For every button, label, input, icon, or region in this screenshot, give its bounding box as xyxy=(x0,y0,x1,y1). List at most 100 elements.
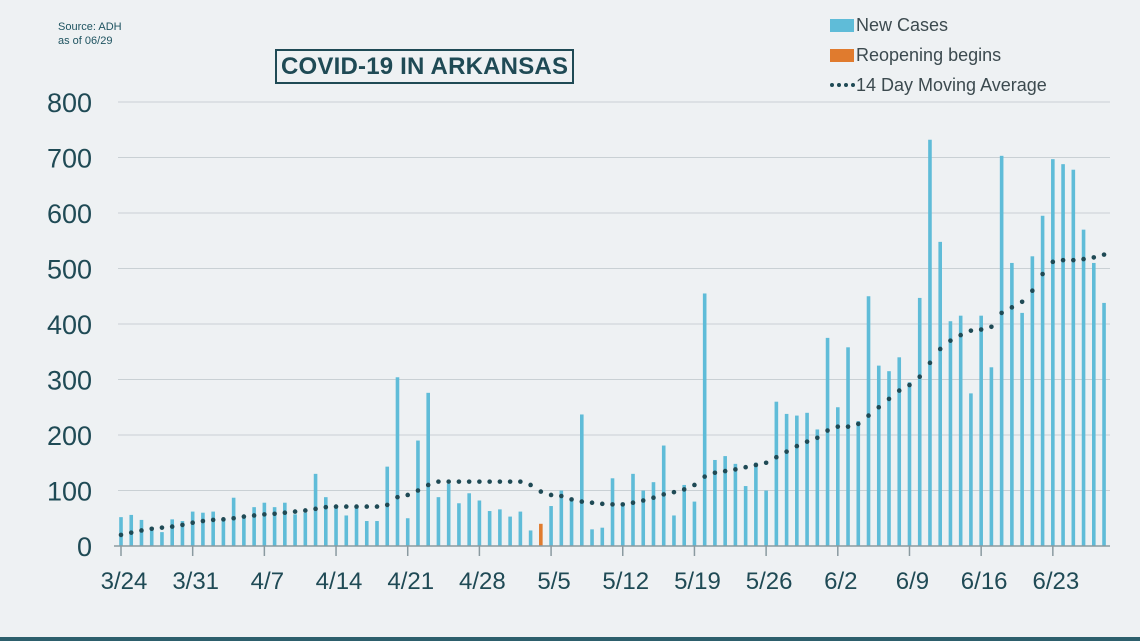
moving-average-point-66 xyxy=(794,443,800,449)
bar-75 xyxy=(887,371,891,546)
moving-average-point-11 xyxy=(231,515,236,521)
bar-87 xyxy=(1010,262,1014,546)
moving-average-point-86 xyxy=(999,310,1004,316)
x-tick-label-4-7: 4/7 xyxy=(251,568,284,595)
bar-33 xyxy=(457,503,461,546)
moving-average-point-63 xyxy=(763,460,769,466)
moving-average-point-47 xyxy=(599,501,605,507)
x-tick-label-4-21: 4/21 xyxy=(387,568,434,595)
bar-64 xyxy=(774,401,779,546)
bar-24 xyxy=(364,521,369,546)
bar-85 xyxy=(989,367,994,546)
moving-average-point-51 xyxy=(640,498,646,503)
moving-average-point-94 xyxy=(1081,256,1086,262)
bar-94 xyxy=(1081,229,1086,546)
moving-average-point-42 xyxy=(548,492,554,498)
x-tick-label-6-23: 6/23 xyxy=(1032,568,1079,595)
moving-average-point-34 xyxy=(466,479,472,484)
bar-52 xyxy=(651,482,656,546)
bar-92 xyxy=(1061,164,1065,546)
moving-average-point-54 xyxy=(671,489,677,495)
moving-average-point-72 xyxy=(855,421,861,427)
legend-item-moving-average: 14 Day Moving Average xyxy=(830,70,1047,100)
moving-average-point-4 xyxy=(159,525,165,530)
bar-68 xyxy=(815,429,820,546)
moving-average-point-19 xyxy=(313,506,318,512)
moving-average-point-31 xyxy=(436,479,441,484)
bar-66 xyxy=(795,415,799,546)
moving-average-point-39 xyxy=(518,479,523,484)
moving-average-point-8 xyxy=(200,518,206,524)
moving-average-point-75 xyxy=(886,396,892,402)
moving-average-point-73 xyxy=(866,413,871,418)
moving-average-point-1 xyxy=(128,530,134,535)
bar-76 xyxy=(897,357,902,546)
bar-78 xyxy=(917,297,922,546)
bar-91 xyxy=(1051,159,1055,547)
bar-22 xyxy=(344,515,349,546)
bar-83 xyxy=(969,393,973,546)
moving-average-point-88 xyxy=(1019,299,1025,305)
bar-96 xyxy=(1102,302,1106,546)
bar-47 xyxy=(600,527,605,546)
legend-item-reopening: Reopening begins xyxy=(830,40,1047,70)
bar-70 xyxy=(836,407,840,546)
moving-average-point-91 xyxy=(1050,259,1056,265)
bar-73 xyxy=(866,296,871,546)
bar-81 xyxy=(948,321,953,546)
bar-79 xyxy=(928,139,932,547)
bar-88 xyxy=(1020,312,1024,546)
bar-3 xyxy=(149,527,154,546)
bar-8 xyxy=(201,512,205,546)
y-tick-label-800: 800 xyxy=(47,88,92,118)
moving-average-point-33 xyxy=(456,479,462,484)
bar-40 xyxy=(528,530,533,546)
moving-average-point-9 xyxy=(210,517,216,523)
bar-56 xyxy=(692,501,697,546)
bar-6 xyxy=(180,521,185,546)
moving-average-point-10 xyxy=(221,517,226,522)
moving-average-point-12 xyxy=(241,514,247,519)
bar-61 xyxy=(743,486,748,546)
moving-average-point-24 xyxy=(364,504,370,509)
moving-average-point-70 xyxy=(835,424,841,429)
bar-49 xyxy=(620,502,625,546)
moving-average-point-5 xyxy=(169,524,175,529)
bar-21 xyxy=(334,506,338,546)
x-tick-label-6-2: 6/2 xyxy=(824,568,857,595)
x-tick-label-5-26: 5/26 xyxy=(746,568,793,595)
y-tick-label-200: 200 xyxy=(47,421,92,451)
bar-63 xyxy=(764,490,768,546)
moving-average-point-3 xyxy=(149,526,155,532)
moving-average-point-40 xyxy=(528,482,533,488)
moving-average-point-77 xyxy=(907,382,912,388)
y-tick-label-300: 300 xyxy=(47,366,92,396)
moving-average-point-27 xyxy=(395,494,400,500)
moving-average-point-28 xyxy=(405,492,411,498)
moving-average-point-78 xyxy=(917,374,923,380)
bar-13 xyxy=(252,507,256,546)
bar-36 xyxy=(487,511,492,546)
moving-average-point-7 xyxy=(190,520,195,525)
x-tick-label-6-16: 6/16 xyxy=(961,568,1008,595)
bar-18 xyxy=(303,512,308,546)
bar-65 xyxy=(784,413,789,546)
x-tick-label-3-31: 3/31 xyxy=(172,568,219,595)
bar-95 xyxy=(1092,262,1096,546)
bottom-bar xyxy=(0,637,1140,641)
bar-7 xyxy=(190,511,195,546)
bar-42 xyxy=(549,506,553,546)
bar-15 xyxy=(272,507,277,546)
moving-average-point-83 xyxy=(968,328,974,333)
bar-30 xyxy=(426,392,430,546)
moving-average-point-60 xyxy=(733,467,738,472)
chart-title: COVID-19 IN ARKANSAS xyxy=(275,49,575,84)
bar-62 xyxy=(754,462,758,546)
legend-label-moving-average: 14 Day Moving Average xyxy=(856,74,1047,95)
bar-67 xyxy=(805,412,809,546)
bar-11 xyxy=(231,497,236,546)
bar-54 xyxy=(672,515,676,546)
bar-50 xyxy=(631,473,635,546)
bar-69 xyxy=(825,337,830,546)
moving-average-point-16 xyxy=(282,510,288,515)
